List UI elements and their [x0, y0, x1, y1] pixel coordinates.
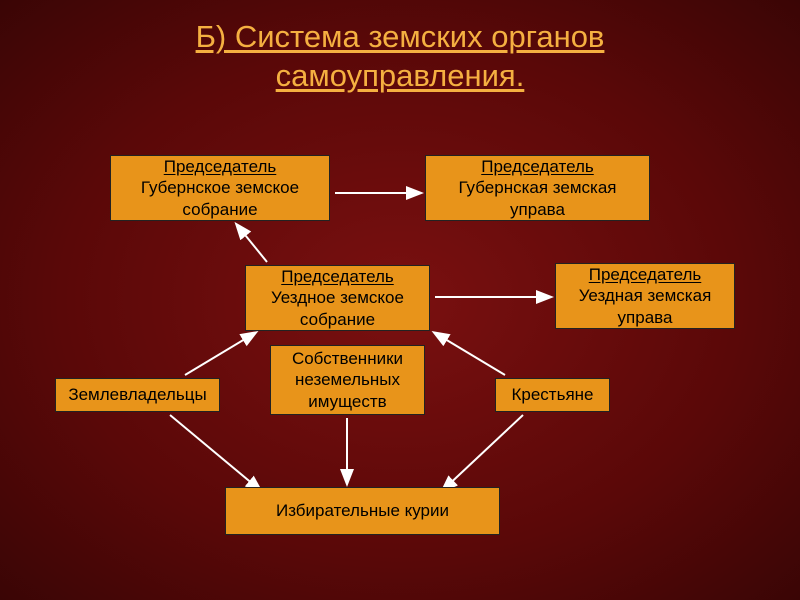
node-chair: Председатель — [589, 264, 702, 285]
node-gub_sobr: ПредседательГубернское земскоесобрание — [110, 155, 330, 221]
node-uezd_uprava: ПредседательУездная земскаяуправа — [555, 263, 735, 329]
node-body-line: Уездная земская — [579, 285, 712, 306]
node-body-line: Уездное земское — [271, 287, 404, 308]
node-body-line: управа — [618, 307, 673, 328]
edge-zemlevlad-to-uezd_sobr — [185, 333, 255, 375]
edge-krest-to-uezd_sobr — [435, 333, 505, 375]
page-title: Б) Система земских органов самоуправлени… — [0, 0, 800, 96]
node-kurii: Избирательные курии — [225, 487, 500, 535]
node-body-line: Землевладельцы — [68, 384, 206, 405]
node-body-line: Губернское земское — [141, 177, 299, 198]
node-gub_uprava: ПредседательГубернская земскаяуправа — [425, 155, 650, 221]
node-sobstv: Собственникинеземельныхимуществ — [270, 345, 425, 415]
node-body-line: Крестьяне — [511, 384, 593, 405]
title-line1: Б) Система земских органов — [196, 19, 605, 54]
node-zemlevlad: Землевладельцы — [55, 378, 220, 412]
node-chair: Председатель — [164, 156, 277, 177]
edge-uezd_sobr-to-gub_sobr — [237, 225, 267, 262]
node-body-line: Избирательные курии — [276, 500, 449, 521]
node-body-line: собрание — [300, 309, 375, 330]
node-krest: Крестьяне — [495, 378, 610, 412]
node-body-line: Собственники — [292, 348, 403, 369]
node-chair: Председатель — [481, 156, 594, 177]
node-body-line: неземельных — [295, 369, 400, 390]
node-body-line: имуществ — [308, 391, 386, 412]
edge-zemlevlad-to-kurii — [170, 415, 260, 490]
node-chair: Председатель — [281, 266, 394, 287]
node-uezd_sobr: Председатель Уездное земскоесобрание — [245, 265, 430, 331]
title-line2: самоуправления. — [276, 58, 525, 93]
node-body-line: управа — [510, 199, 565, 220]
node-body-line: собрание — [182, 199, 257, 220]
edge-krest-to-kurii — [443, 415, 523, 490]
node-body-line: Губернская земская — [458, 177, 616, 198]
